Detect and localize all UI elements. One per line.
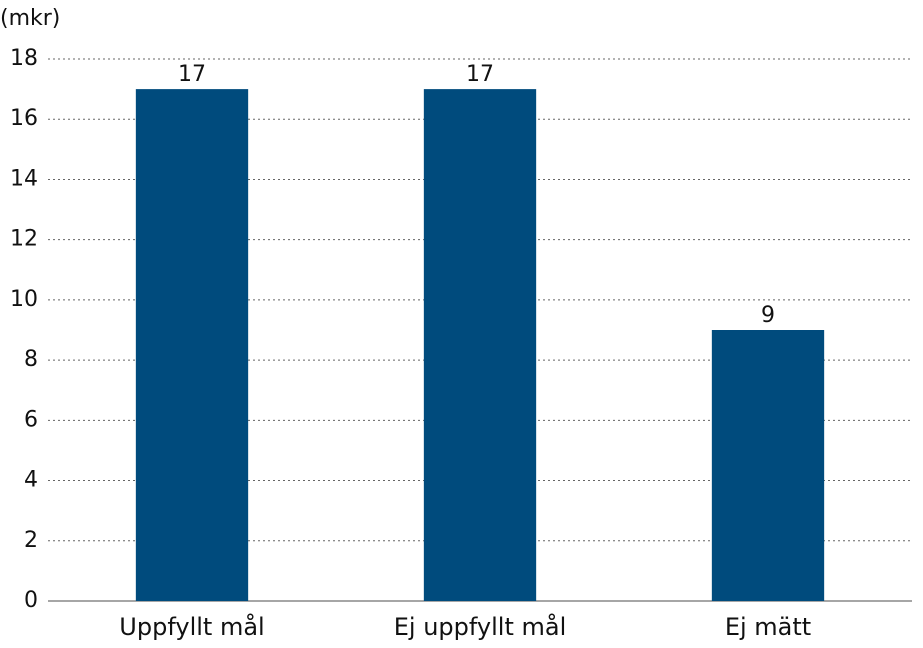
x-tick-label: Ej uppfyllt mål	[394, 612, 567, 641]
y-tick-label: 10	[10, 287, 38, 312]
y-tick-label: 8	[24, 347, 38, 372]
y-tick-label: 6	[24, 407, 38, 432]
bar	[135, 89, 249, 601]
y-tick-label: 4	[24, 468, 38, 493]
data-label: 9	[761, 303, 775, 328]
y-tick-label: 16	[10, 106, 38, 131]
x-tick-label: Ej mätt	[725, 613, 811, 641]
y-tick-label: 14	[10, 166, 38, 191]
x-tick-label: Uppfyllt mål	[119, 612, 264, 641]
y-tick-label: 12	[10, 227, 38, 252]
y-tick-label: 18	[10, 46, 38, 71]
data-label: 17	[466, 62, 494, 87]
bar	[711, 330, 825, 601]
bar	[423, 89, 537, 601]
y-axis-label: (mkr)	[0, 6, 60, 31]
y-tick-label: 2	[24, 528, 38, 553]
y-tick-label: 0	[24, 588, 38, 613]
data-label: 17	[178, 62, 206, 87]
